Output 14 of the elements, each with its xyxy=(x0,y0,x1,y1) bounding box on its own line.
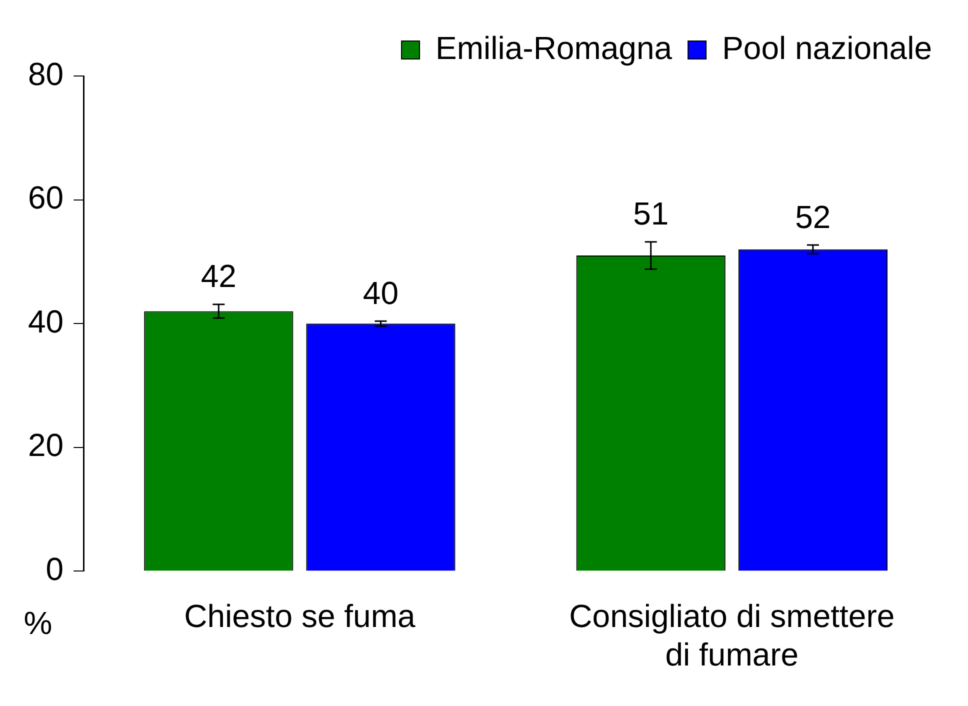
y-tick-label: 20 xyxy=(28,427,64,464)
x-tick-label: Chiesto se fuma xyxy=(184,598,416,634)
y-tick-label: 60 xyxy=(28,180,64,216)
y-tick-label: 0 xyxy=(46,551,64,588)
legend-label: Emilia-Romagna xyxy=(436,30,672,66)
data-label: 51 xyxy=(633,196,669,232)
y-tick-label: 40 xyxy=(28,303,64,340)
data-label: 40 xyxy=(362,274,399,311)
data-label: 42 xyxy=(200,258,236,294)
x-tick-label: Consigliato di smettere di fumare xyxy=(569,598,895,673)
y-tick-label: 80 xyxy=(28,56,64,92)
y-axis-title: % xyxy=(24,605,52,642)
legend-label: Pool nazionale xyxy=(722,30,932,66)
data-label: 52 xyxy=(795,198,831,235)
